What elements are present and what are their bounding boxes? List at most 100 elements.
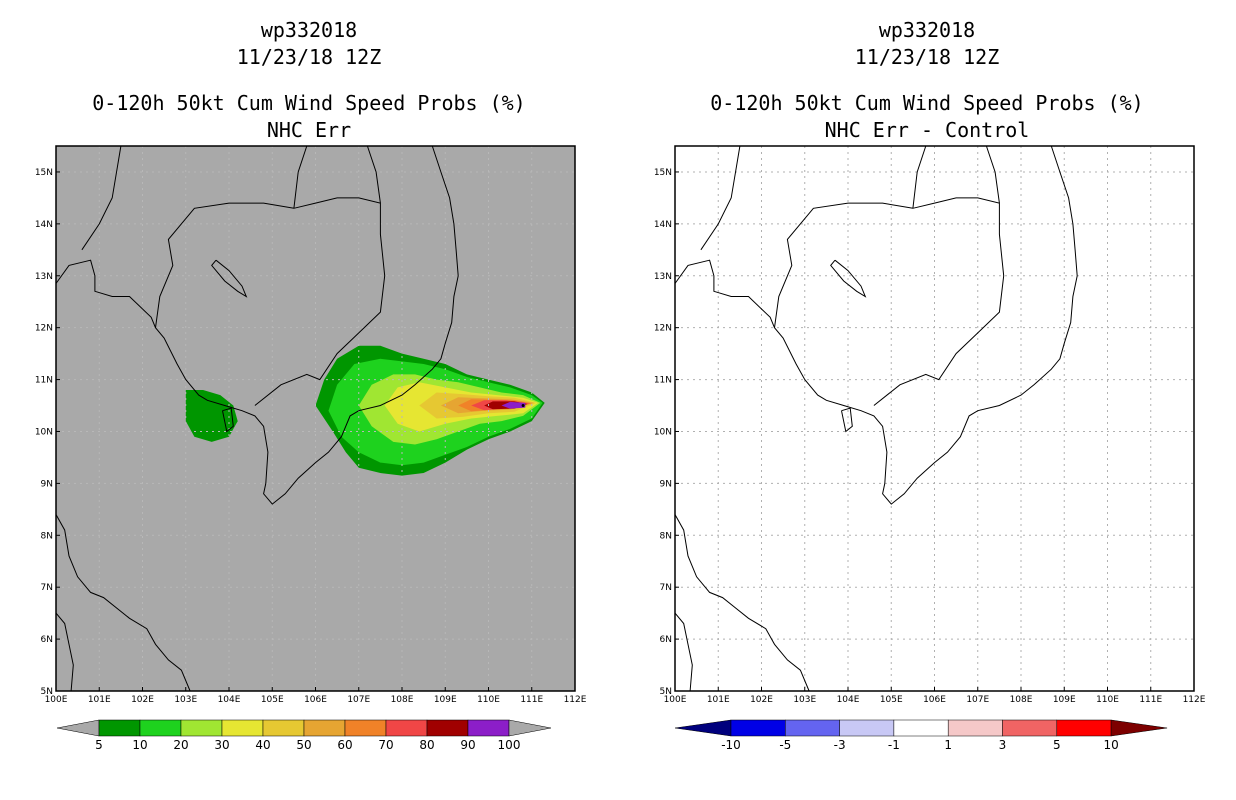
colorbar-segment (385, 719, 428, 737)
probability-contour-5 (185, 390, 238, 442)
colorbar-extend-right (1110, 719, 1168, 737)
country-border (774, 197, 1005, 406)
y-tick-label: 14N (35, 220, 53, 230)
x-tick-label: 104E (837, 695, 860, 705)
colorbar-segment (344, 719, 387, 737)
y-tick-label: 13N (35, 272, 53, 282)
x-tick-label: 106E (923, 695, 946, 705)
y-tick-label: 12N (654, 324, 672, 334)
country-border (366, 145, 381, 204)
coastline (55, 145, 459, 505)
right-title-subtitle: NHC Err - Control (824, 118, 1030, 142)
x-tick-label: 108E (1010, 695, 1033, 705)
x-tick-label: 100E (664, 695, 687, 705)
coastline (55, 612, 74, 692)
right-title-product: 0-120h 50kt Cum Wind Speed Probs (%) (710, 91, 1144, 115)
y-tick-label: 10N (35, 427, 53, 437)
left-title-product: 0-120h 50kt Cum Wind Speed Probs (%) (92, 91, 526, 115)
probability-contour-90 (501, 401, 526, 409)
colorbar-label: 70 (378, 738, 393, 752)
y-tick-label: 7N (41, 583, 53, 593)
right-title-storm-id: wp332018 (878, 18, 976, 42)
coastline (55, 514, 191, 692)
left-colorbar: 5 10 20 30 40 50 60 70 80 90 100 (56, 719, 552, 752)
colorbar-label: 80 (419, 738, 434, 752)
x-tick-label: 101E (707, 695, 730, 705)
coastline (674, 514, 810, 692)
x-tick-label: 107E (966, 695, 989, 705)
colorbar-label: -10 (721, 738, 741, 752)
y-tick-label: 14N (654, 220, 672, 230)
y-tick-label: 12N (35, 324, 53, 334)
colorbar-label: -1 (888, 738, 900, 752)
colorbar-label: 40 (255, 738, 270, 752)
colorbar-label: 5 (95, 738, 103, 752)
y-tick-label: 15N (35, 168, 53, 178)
x-tick-label: 107E (347, 695, 370, 705)
x-tick-label: 102E (131, 695, 154, 705)
colorbar-label: 3 (999, 738, 1007, 752)
lake-outline (211, 259, 248, 298)
left-map-panel: 100E 101E 102E 103E 104E 105E 106E 107E 108E 109E… (35, 145, 587, 705)
max-probability-marker (521, 404, 525, 408)
country-border (293, 145, 308, 209)
colorbar-label: 30 (214, 738, 229, 752)
right-title-date: 11/23/18 12Z (854, 45, 1000, 69)
colorbar-label: -3 (834, 738, 846, 752)
colorbar-label: 60 (337, 738, 352, 752)
x-tick-label: 112E (1183, 695, 1206, 705)
colorbar-segment (98, 719, 141, 737)
y-tick-label: 8N (660, 531, 672, 541)
colorbar-label: 90 (460, 738, 475, 752)
colorbar-segment (139, 719, 182, 737)
x-tick-label: 102E (750, 695, 773, 705)
y-tick-label: 10N (654, 427, 672, 437)
x-tick-label: 108E (391, 695, 414, 705)
coastline (674, 612, 693, 692)
x-tick-label: 103E (793, 695, 816, 705)
left-title-storm-id: wp332018 (260, 18, 358, 42)
right-map-panel: 100E 101E 102E 103E 104E 105E 106E 107E 108E 109E… (654, 145, 1206, 705)
colorbar-segment (262, 719, 305, 737)
right-colorbar: -10 -5 -3 -1 1 3 5 10 (674, 719, 1168, 752)
x-tick-label: 105E (880, 695, 903, 705)
y-tick-label: 5N (41, 687, 53, 697)
x-tick-label: 112E (564, 695, 587, 705)
y-tick-label: 11N (654, 376, 672, 386)
y-tick-label: 7N (660, 583, 672, 593)
x-tick-label: 103E (174, 695, 197, 705)
lake-outline (830, 259, 867, 298)
island-outline (222, 407, 234, 433)
colorbar-label: 20 (173, 738, 188, 752)
colorbar-segment (947, 719, 1003, 737)
colorbar-segment (1056, 719, 1112, 737)
y-tick-label: 8N (41, 531, 53, 541)
colorbar-segment (180, 719, 223, 737)
x-tick-label: 110E (477, 695, 500, 705)
colorbar-label: 100 (498, 738, 521, 752)
colorbar-extend-right (508, 719, 552, 737)
colorbar-label: 10 (1103, 738, 1118, 752)
x-tick-label: 110E (1096, 695, 1119, 705)
y-tick-label: 6N (41, 635, 53, 645)
colorbar-segment (893, 719, 949, 737)
colorbar-label: 5 (1053, 738, 1061, 752)
country-border (912, 145, 927, 209)
colorbar-segment (839, 719, 895, 737)
country-border (985, 145, 1000, 204)
colorbar-segment (303, 719, 346, 737)
colorbar-segment (730, 719, 786, 737)
x-tick-label: 101E (88, 695, 111, 705)
y-tick-label: 11N (35, 376, 53, 386)
x-tick-label: 104E (218, 695, 241, 705)
colorbar-label: -5 (779, 738, 791, 752)
colorbar-extend-left (674, 719, 732, 737)
y-tick-label: 5N (660, 687, 672, 697)
country-border (700, 145, 741, 251)
x-tick-label: 105E (261, 695, 284, 705)
y-tick-label: 6N (660, 635, 672, 645)
colorbar-segment (1002, 719, 1058, 737)
colorbar-label: 50 (296, 738, 311, 752)
island-outline (841, 407, 853, 433)
